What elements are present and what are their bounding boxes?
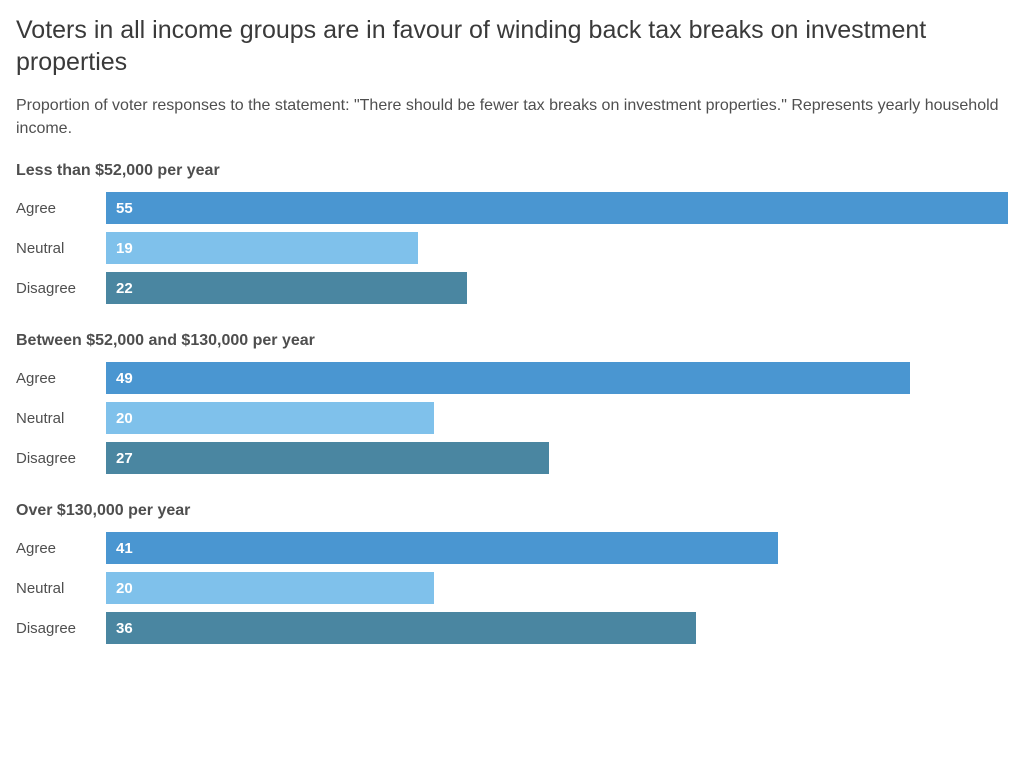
income-group: Over $130,000 per year Agree 41 Neutral … bbox=[16, 502, 1008, 644]
bar-row: Agree 41 bbox=[16, 532, 1008, 564]
bar-track: 55 bbox=[106, 192, 1008, 224]
bar-row: Agree 55 bbox=[16, 192, 1008, 224]
bar-row-label: Disagree bbox=[16, 450, 106, 467]
income-group: Less than $52,000 per year Agree 55 Neut… bbox=[16, 162, 1008, 304]
bar-track: 41 bbox=[106, 532, 1008, 564]
income-group-label: Over $130,000 per year bbox=[16, 502, 1008, 520]
bar-value: 49 bbox=[106, 370, 133, 387]
bar-row: Neutral 20 bbox=[16, 572, 1008, 604]
bar-neutral: 19 bbox=[106, 232, 418, 264]
bar-track: 19 bbox=[106, 232, 1008, 264]
bar-row: Neutral 20 bbox=[16, 402, 1008, 434]
bar-value: 41 bbox=[106, 540, 133, 557]
bar-track: 22 bbox=[106, 272, 1008, 304]
bar-value: 27 bbox=[106, 450, 133, 467]
bar-row-label: Neutral bbox=[16, 240, 106, 257]
income-group-label: Between $52,000 and $130,000 per year bbox=[16, 332, 1008, 350]
bar-value: 19 bbox=[106, 240, 133, 257]
bar-track: 27 bbox=[106, 442, 1008, 474]
bar-value: 22 bbox=[106, 280, 133, 297]
bar-track: 49 bbox=[106, 362, 1008, 394]
bar-row-label: Disagree bbox=[16, 620, 106, 637]
bar-agree: 41 bbox=[106, 532, 778, 564]
income-group-label: Less than $52,000 per year bbox=[16, 162, 1008, 180]
bar-value: 36 bbox=[106, 620, 133, 637]
chart-title: Voters in all income groups are in favou… bbox=[16, 14, 1008, 78]
bar-disagree: 22 bbox=[106, 272, 467, 304]
bar-agree: 55 bbox=[106, 192, 1008, 224]
bar-row: Disagree 22 bbox=[16, 272, 1008, 304]
bar-disagree: 36 bbox=[106, 612, 696, 644]
bar-row: Neutral 19 bbox=[16, 232, 1008, 264]
bar-agree: 49 bbox=[106, 362, 910, 394]
bar-track: 20 bbox=[106, 402, 1008, 434]
income-group: Between $52,000 and $130,000 per year Ag… bbox=[16, 332, 1008, 474]
bar-row: Disagree 27 bbox=[16, 442, 1008, 474]
bar-row-label: Agree bbox=[16, 370, 106, 387]
bar-row: Agree 49 bbox=[16, 362, 1008, 394]
bar-track: 36 bbox=[106, 612, 1008, 644]
bar-track: 20 bbox=[106, 572, 1008, 604]
bar-row-label: Neutral bbox=[16, 410, 106, 427]
bar-neutral: 20 bbox=[106, 572, 434, 604]
bar-row-label: Agree bbox=[16, 200, 106, 217]
bar-row-label: Agree bbox=[16, 540, 106, 557]
bar-value: 20 bbox=[106, 410, 133, 427]
bar-row-label: Neutral bbox=[16, 580, 106, 597]
bar-neutral: 20 bbox=[106, 402, 434, 434]
bar-row: Disagree 36 bbox=[16, 612, 1008, 644]
bar-value: 20 bbox=[106, 580, 133, 597]
chart-subtitle: Proportion of voter responses to the sta… bbox=[16, 94, 1008, 140]
bar-disagree: 27 bbox=[106, 442, 549, 474]
bar-row-label: Disagree bbox=[16, 280, 106, 297]
bar-value: 55 bbox=[106, 200, 133, 217]
